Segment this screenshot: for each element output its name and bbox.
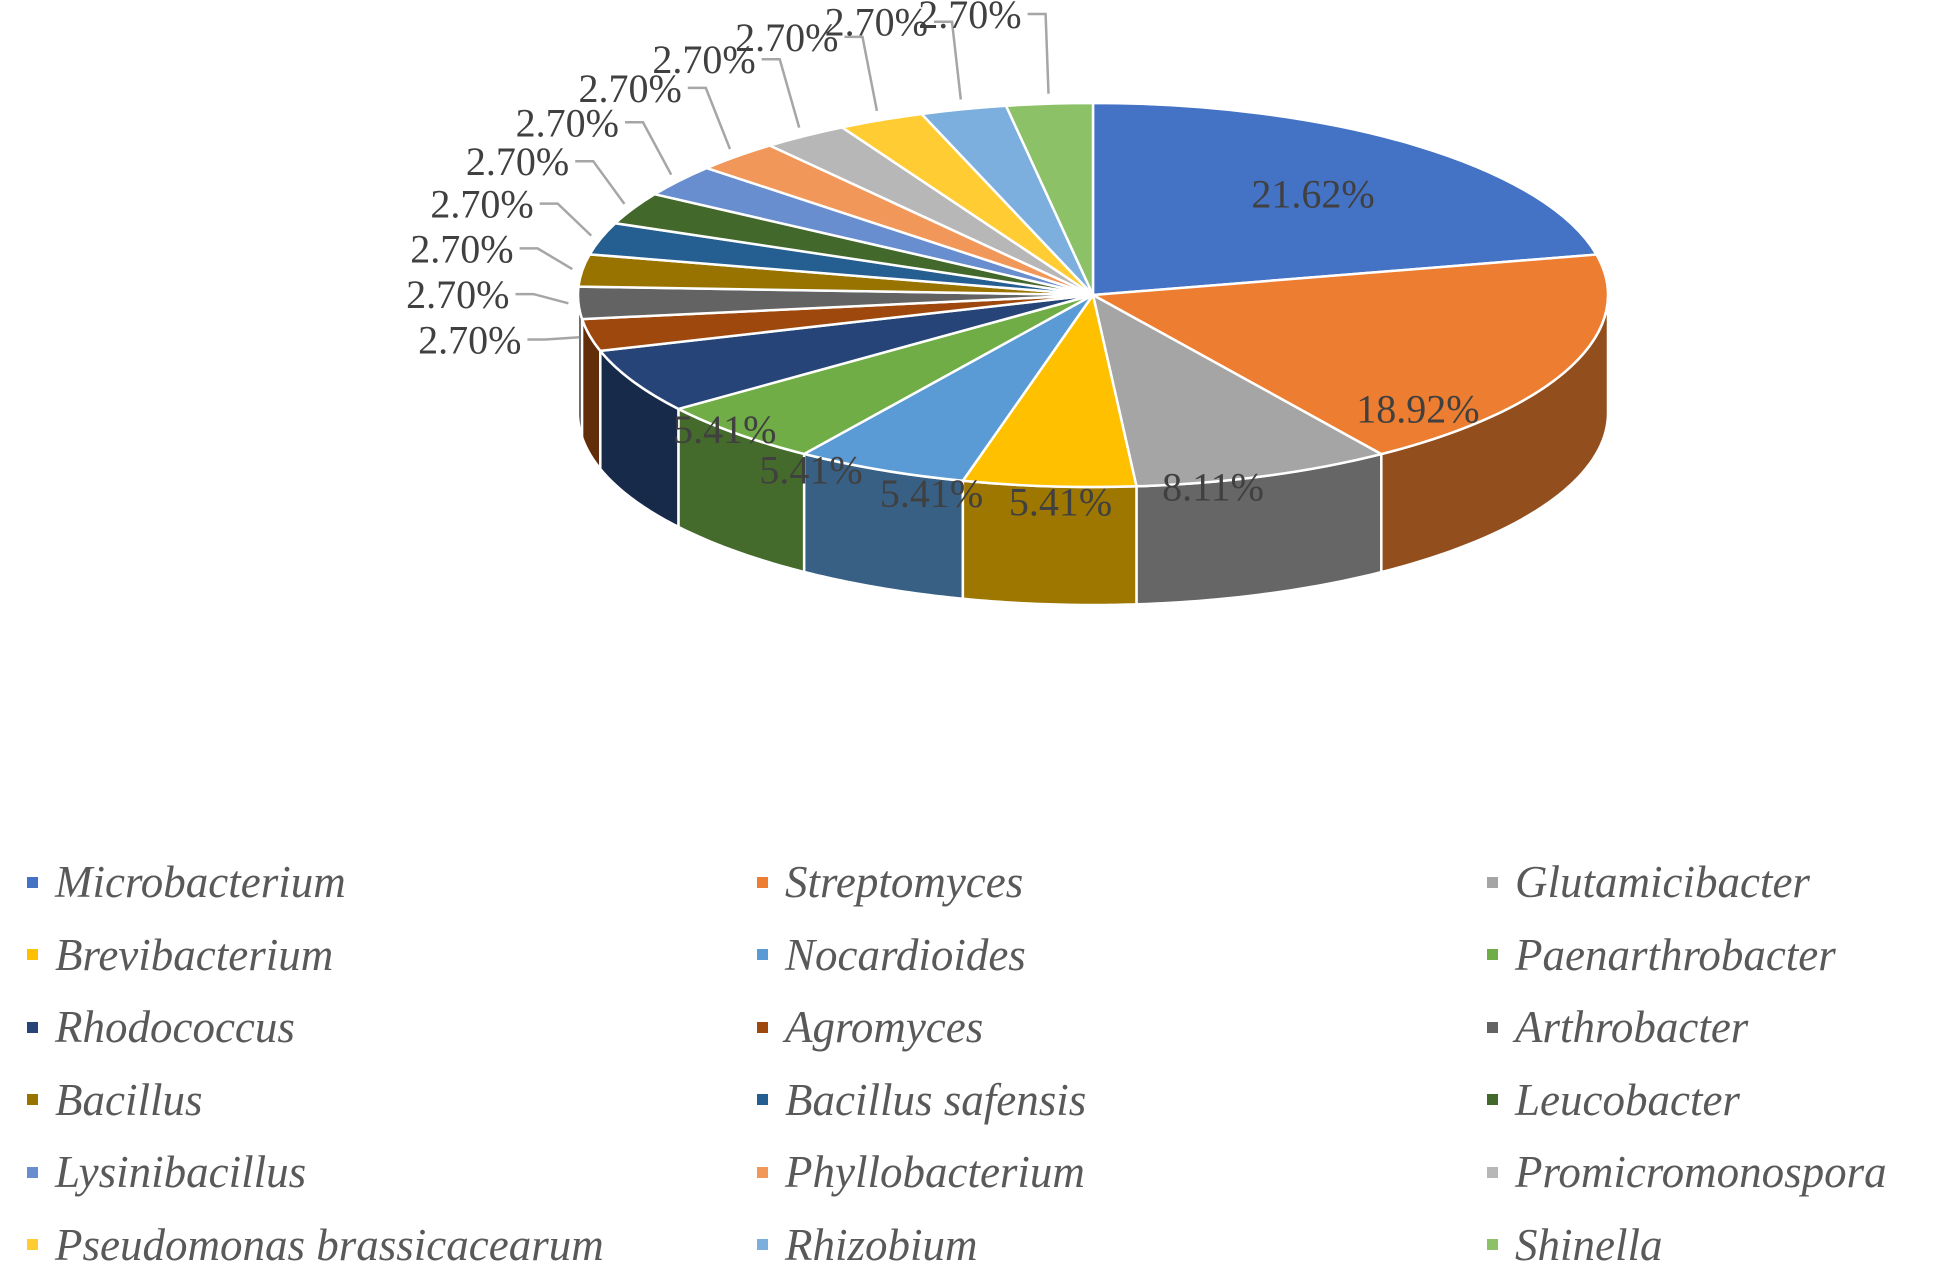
legend-item-nocardioides: Nocardioides [757,925,1026,985]
legend-item-lysinibacillus: Lysinibacillus [27,1142,306,1202]
legend-swatch [1487,876,1498,888]
data-label-brevibacterium: 5.41% [1009,480,1112,525]
leader-line-lysinibacillus [625,121,673,176]
legend-label: Lysinibacillus [55,1147,307,1197]
pie-tops [576,101,1610,489]
legend-swatch [27,876,38,888]
data-label-bacillus-safensis: 2.70% [430,182,533,227]
legend-label: Promicromonospora [1515,1147,1887,1197]
legend-swatch [757,1094,768,1105]
legend-swatch [757,1021,768,1033]
legend-swatch [757,876,768,888]
pie-slice-shinella [1004,101,1095,297]
legend-label: Glutamicibacter [1515,857,1810,907]
legend-item-shinella: Shinella [1487,1215,1662,1275]
leader-line-arthrobacter [515,292,569,305]
pie-slice-nocardioides [802,293,1095,483]
data-label-agromyces: 2.70% [418,318,521,363]
data-label-paenarthrobacter: 5.41% [759,447,862,492]
data-label-rhodococcus: 5.41% [673,407,776,452]
data-label-nocardioides: 5.41% [880,471,983,516]
legend-item-streptomyces: Streptomyces [757,852,1023,912]
data-label-pseudomonas-brassicacearum: 2.70% [735,15,838,60]
legend-swatch [27,1239,38,1250]
legend-label: Bacillus safensis [785,1074,1087,1125]
legend-label: Agromyces [785,1002,984,1052]
legend-swatch [1487,1094,1498,1105]
data-label-leucobacter: 2.70% [466,139,569,184]
leader-line-leucobacter [575,159,626,205]
legend-swatch [757,949,768,960]
leader-line-phyllobacterium [687,86,732,150]
data-labels: 21.62%18.92%8.11%5.41%5.41%5.41%5.41%2.7… [406,0,1479,525]
legend-item-rhodococcus: Rhodococcus [27,997,295,1057]
legend-label: Bacillus [55,1074,203,1125]
legend-label: Leucobacter [1515,1074,1740,1125]
legend-swatch [1487,1166,1498,1178]
data-label-shinella: 2.70% [918,0,1021,37]
data-label-bacillus: 2.70% [410,226,513,271]
legend-item-pseudomonas-brassicacearum: Pseudomonas brassicacearum [27,1215,604,1275]
leader-line-bacillus [519,247,573,271]
legend-item-paenarthrobacter: Paenarthrobacter [1487,925,1836,985]
pie-slice-glutamicibacter [1091,293,1383,488]
data-label-phyllobacterium: 2.70% [578,66,681,111]
data-label-promicromonospora: 2.70% [652,37,755,82]
legend-swatch [27,1166,38,1178]
pie-slice-brevibacterium [961,293,1138,489]
legend-label: Brevibacterium [55,929,334,980]
legend-label: Pseudomonas brassicacearum [55,1219,604,1270]
legend-item-bacillus: Bacillus [27,1070,202,1130]
leader-line-rhizobium [934,20,963,100]
legend: Microbacterium Streptomyces Glutamicibacte… [0,852,1950,1272]
legend-swatch [1487,949,1498,960]
pie-slice-paenarthrobacter [677,293,1095,456]
legend-item-promicromonospora: Promicromonospora [1487,1142,1887,1202]
legend-item-arthrobacter: Arthrobacter [1487,997,1748,1057]
data-label-lysinibacillus: 2.70% [516,100,619,145]
legend-label: Paenarthrobacter [1515,929,1836,980]
legend-swatch [27,1094,38,1105]
leader-lines [515,12,1050,341]
legend-swatch [27,949,38,960]
legend-swatch [757,1166,768,1178]
leader-line-agromyces [527,335,580,341]
legend-swatch [27,1021,38,1033]
legend-label: Microbacterium [55,857,346,907]
leader-line-pseudomonas-brassicacearum [844,35,879,112]
legend-item-phyllobacterium: Phyllobacterium [757,1142,1085,1202]
legend-item-brevibacterium: Brevibacterium [27,925,333,985]
leader-line-bacillus-safensis [539,202,593,237]
data-label-glutamicibacter: 8.11% [1162,465,1264,510]
data-label-arthrobacter: 2.70% [406,272,509,317]
legend-swatch [1487,1239,1498,1250]
legend-swatch [1487,1021,1498,1033]
legend-item-rhizobium: Rhizobium [757,1215,978,1275]
data-label-rhizobium: 2.70% [825,0,928,45]
pie-slice-rhodococcus [599,293,1095,411]
legend-item-microbacterium: Microbacterium [27,852,346,912]
legend-label: Shinella [1515,1219,1663,1270]
pie-slice-microbacterium [1091,101,1598,297]
pie-chart: 21.62%18.92%8.11%5.41%5.41%5.41%5.41%2.7… [406,0,1610,607]
legend-item-bacillus-safensis: Bacillus safensis [757,1070,1086,1130]
legend-item-glutamicibacter: Glutamicibacter [1487,852,1810,912]
legend-item-agromyces: Agromyces [757,997,983,1057]
legend-label: Phyllobacterium [785,1147,1085,1197]
data-label-microbacterium: 21.62% [1251,171,1374,216]
leader-line-shinella [1027,12,1050,94]
legend-swatch [757,1239,768,1250]
legend-label: Rhodococcus [55,1002,295,1052]
legend-item-leucobacter: Leucobacter [1487,1070,1740,1130]
leader-line-promicromonospora [761,57,801,128]
legend-label: Nocardioides [785,929,1026,980]
legend-label: Arthrobacter [1515,1002,1749,1052]
legend-label: Streptomyces [785,857,1024,907]
data-label-streptomyces: 18.92% [1356,387,1479,432]
pie-slice-streptomyces [1091,253,1610,456]
legend-label: Rhizobium [785,1219,978,1270]
